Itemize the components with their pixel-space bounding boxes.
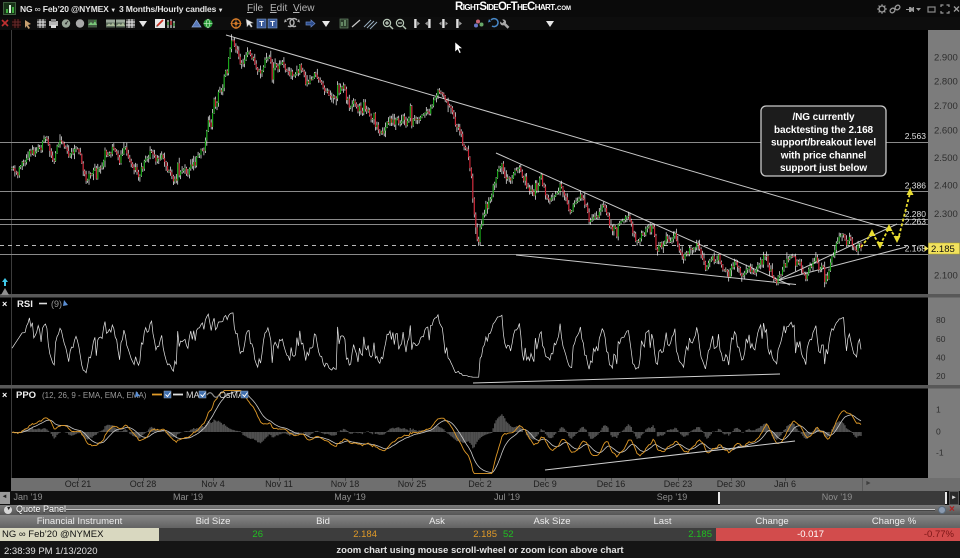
- svg-text:2.185: 2.185: [931, 244, 955, 255]
- svg-text:2.800: 2.800: [934, 77, 958, 88]
- svg-text:2.400: 2.400: [934, 181, 958, 192]
- svg-text:(9): (9): [51, 299, 62, 309]
- svg-text:2.300: 2.300: [934, 209, 958, 220]
- svg-text:2.168: 2.168: [905, 244, 927, 254]
- svg-text:(12, 26, 9 - EMA, EMA, EMA): (12, 26, 9 - EMA, EMA, EMA): [42, 391, 147, 400]
- svg-text:×: ×: [2, 390, 7, 400]
- svg-text:2.100: 2.100: [934, 271, 958, 282]
- svg-text:-1: -1: [936, 448, 944, 458]
- svg-text:2.563: 2.563: [905, 131, 927, 141]
- svg-text:T: T: [270, 19, 275, 28]
- svg-text:2.700: 2.700: [934, 101, 958, 112]
- svg-text:with price channel: with price channel: [780, 150, 867, 161]
- svg-text:2.280: 2.280: [905, 209, 927, 219]
- svg-text:2.386: 2.386: [905, 181, 927, 191]
- svg-text:support just below: support just below: [780, 163, 867, 174]
- svg-text:×: ×: [2, 299, 7, 309]
- svg-text:backtesting the 2.168: backtesting the 2.168: [774, 125, 874, 136]
- svg-text:2.900: 2.900: [934, 53, 958, 64]
- svg-text:MA: MA: [186, 390, 200, 400]
- svg-text:PPO: PPO: [16, 390, 36, 401]
- svg-text:RSI: RSI: [17, 299, 33, 310]
- svg-text:T: T: [259, 19, 264, 28]
- svg-text:support/breakout level: support/breakout level: [771, 138, 876, 149]
- svg-text:2.263: 2.263: [905, 217, 927, 227]
- svg-text:1: 1: [936, 405, 941, 415]
- svg-text:OsMA: OsMA: [219, 390, 244, 400]
- svg-text:2.500: 2.500: [934, 153, 958, 164]
- svg-text:60: 60: [936, 334, 946, 344]
- svg-text:80: 80: [936, 315, 946, 325]
- svg-text:/NG currently: /NG currently: [792, 112, 855, 123]
- svg-text:40: 40: [936, 353, 946, 363]
- svg-text:0: 0: [936, 427, 941, 437]
- svg-text:20: 20: [936, 371, 946, 381]
- svg-text:2.600: 2.600: [934, 126, 958, 137]
